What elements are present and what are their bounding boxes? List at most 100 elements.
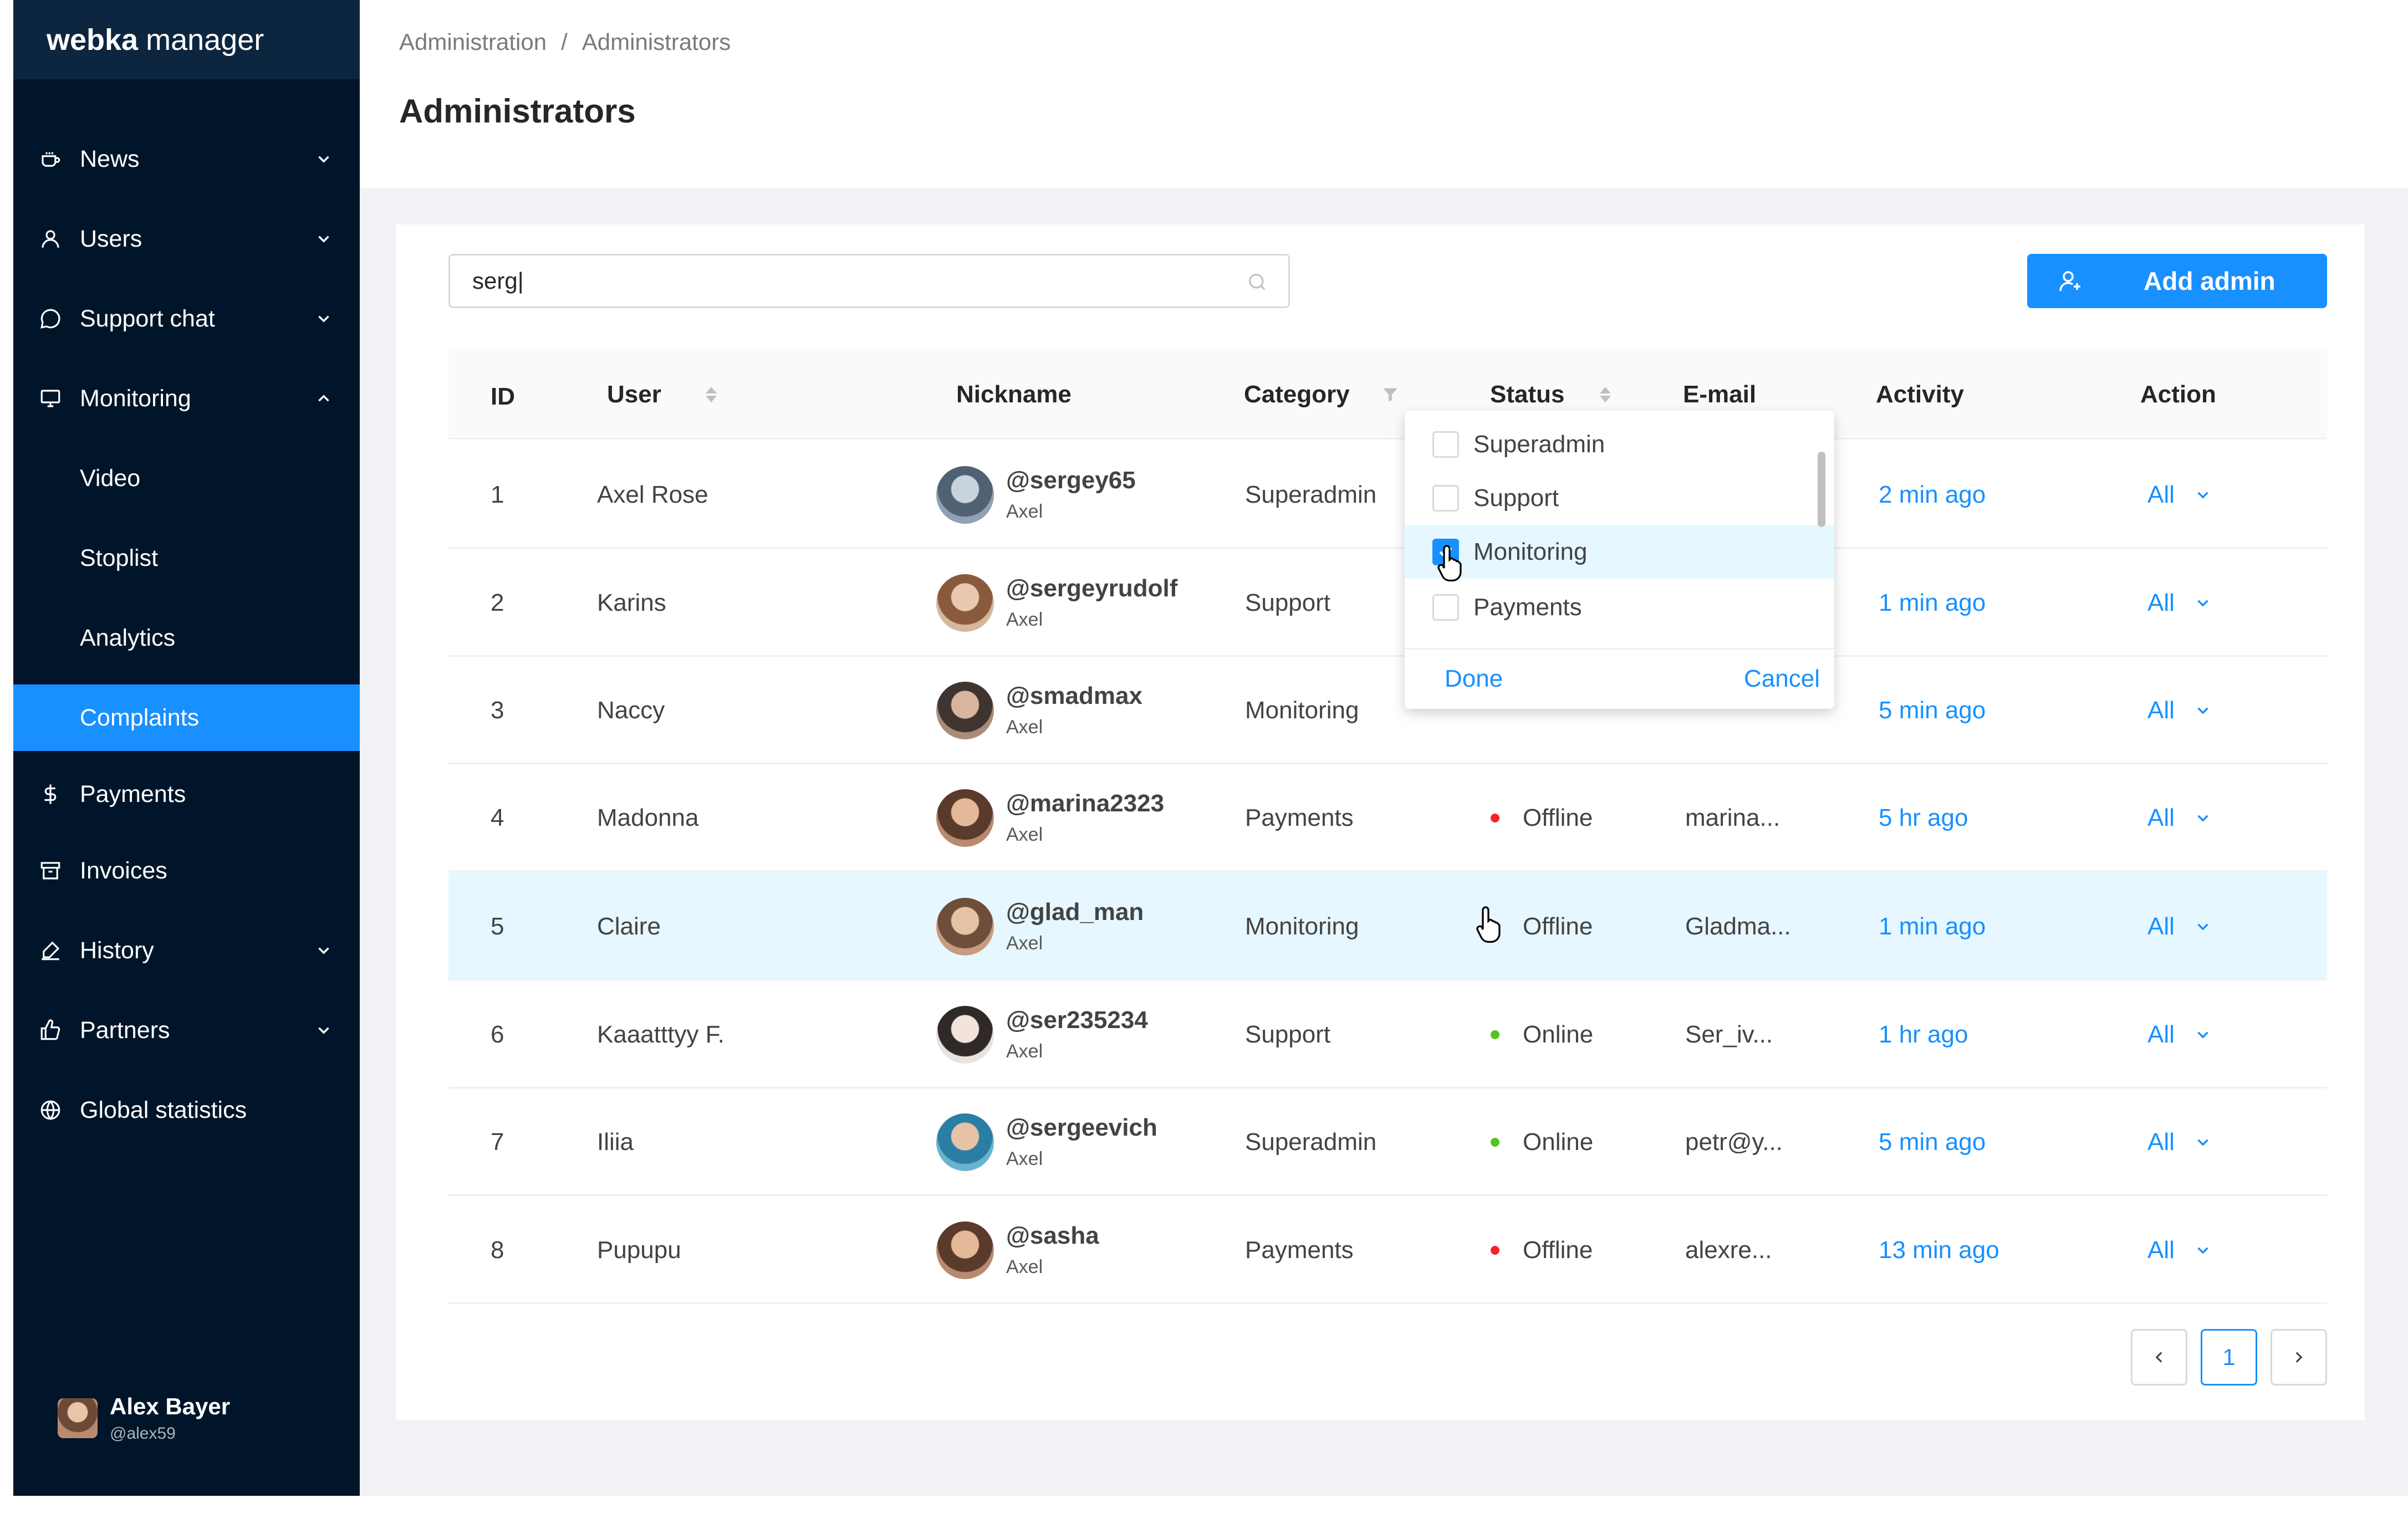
table-row[interactable]: 3 Naccy @smadmax Axel Monitoring 5 min ago All <box>448 656 2327 764</box>
sidebar-item-history[interactable]: History <box>13 911 360 990</box>
status-text: Online <box>1523 1128 1594 1156</box>
table-row[interactable]: 5 Claire @glad_man Axel Monitoring Offline Gla… <box>448 872 2327 980</box>
sidebar: webka manager News Users Support chat Mo… <box>13 0 360 1496</box>
sidebar-item-label: History <box>80 937 154 964</box>
action-dropdown[interactable]: All <box>2147 980 2212 1088</box>
filter-option-label: Support <box>1473 484 1559 512</box>
checkbox[interactable] <box>1432 431 1459 458</box>
filter-option-superadmin[interactable]: Superadmin <box>1405 417 1834 471</box>
cell-category: Payments <box>1245 804 1354 831</box>
cell-id: 1 <box>491 481 504 508</box>
filter-icon[interactable] <box>1381 385 1400 404</box>
action-dropdown[interactable]: All <box>2147 549 2212 657</box>
column-label: Activity <box>1876 380 1964 408</box>
avatar <box>936 1221 994 1279</box>
nickname-sub: Axel <box>1006 609 1043 630</box>
prev-page-button[interactable] <box>2131 1329 2187 1386</box>
sort-icon[interactable] <box>1600 386 1611 402</box>
table-row[interactable]: 1 Axel Rose @sergey65 Axel Superadmin 2 min a… <box>448 441 2327 549</box>
action-dropdown[interactable]: All <box>2147 1088 2212 1196</box>
breadcrumb: Administration / Administrators <box>399 29 731 55</box>
table-row[interactable]: 4 Madonna @marina2323 Axel Payments Offline ma… <box>448 764 2327 872</box>
cell-email: Ser_iv... <box>1685 1020 1773 1048</box>
nickname-sub: Axel <box>1006 1148 1043 1169</box>
status-text: Offline <box>1523 1236 1593 1264</box>
cell-activity[interactable]: 1 min ago <box>1879 912 1986 940</box>
cell-user: Madonna <box>597 804 699 831</box>
sidebar-item-monitoring[interactable]: Monitoring <box>13 359 360 438</box>
action-dropdown[interactable]: All <box>2147 764 2212 872</box>
cell-nickname: @sergey65 Axel <box>936 441 1136 549</box>
cell-email: alexre... <box>1685 1236 1772 1264</box>
checkbox[interactable] <box>1432 594 1459 621</box>
cell-activity[interactable]: 13 min ago <box>1879 1236 1999 1264</box>
page-number-button[interactable]: 1 <box>2201 1329 2257 1386</box>
cell-user: Kaaatttyy F. <box>597 1020 725 1048</box>
action-dropdown[interactable]: All <box>2147 1196 2212 1304</box>
chevron-up-icon <box>318 395 329 402</box>
sidebar-item-payments[interactable]: Payments <box>13 758 360 831</box>
table-row[interactable]: 7 Iliia @sergeevich Axel Superadmin Online pet… <box>448 1088 2327 1196</box>
cell-activity[interactable]: 5 min ago <box>1879 696 1986 724</box>
sidebar-item-label: Support chat <box>80 305 215 332</box>
cancel-button[interactable]: Cancel <box>1744 665 1820 692</box>
filter-option-label: Monitoring <box>1473 538 1588 565</box>
checkbox[interactable] <box>1432 484 1459 512</box>
search-input[interactable]: serg| <box>448 254 1290 308</box>
done-button[interactable]: Done <box>1445 665 1503 692</box>
inbox-icon <box>39 859 80 882</box>
cell-activity[interactable]: 5 hr ago <box>1879 804 1968 831</box>
column-user[interactable]: User <box>607 349 717 439</box>
sidebar-item-support-chat[interactable]: Support chat <box>13 279 360 359</box>
sidebar-item-stoplist[interactable]: Stoplist <box>13 518 360 598</box>
action-dropdown[interactable]: All <box>2147 656 2212 764</box>
sidebar-item-complaints[interactable]: Complaints <box>13 684 360 751</box>
breadcrumb-parent[interactable]: Administration <box>399 29 547 55</box>
sidebar-item-users[interactable]: Users <box>13 199 360 279</box>
cell-user: Iliia <box>597 1128 634 1156</box>
user-profile[interactable]: Alex Bayer @alex59 <box>58 1393 230 1443</box>
next-page-button[interactable] <box>2271 1329 2327 1386</box>
column-activity: Activity <box>1876 349 1964 439</box>
table-row[interactable]: 8 Pupupu @sasha Axel Payments Offline alexre..… <box>448 1196 2327 1304</box>
filter-option-monitoring[interactable]: Monitoring <box>1405 525 1834 579</box>
cell-user: Claire <box>597 912 661 940</box>
cell-activity[interactable]: 5 min ago <box>1879 1128 1986 1156</box>
cell-nickname: @sergeyrudolf Axel <box>936 549 1177 657</box>
app-logo[interactable]: webka manager <box>13 0 360 79</box>
dropdown-scrollbar[interactable] <box>1818 452 1825 527</box>
cell-email: Gladma... <box>1685 912 1791 940</box>
sidebar-item-global-statistics[interactable]: Global statistics <box>13 1070 360 1150</box>
dollar-icon <box>39 783 80 806</box>
sidebar-item-label: Users <box>80 225 142 252</box>
table-row[interactable]: 6 Kaaatttyy F. @ser235234 Axel Support Online… <box>448 980 2327 1088</box>
action-dropdown[interactable]: All <box>2147 441 2212 549</box>
table-row[interactable]: 2 Karins @sergeyrudolf Axel Support 1 min ago… <box>448 549 2327 657</box>
filter-option-support[interactable]: Support <box>1405 471 1834 525</box>
sidebar-item-video[interactable]: Video <box>13 438 360 518</box>
cell-activity[interactable]: 2 min ago <box>1879 481 1986 508</box>
add-admin-button[interactable]: Add admin <box>2027 254 2327 308</box>
status-text: Online <box>1523 1020 1594 1048</box>
cell-nickname: @smadmax Axel <box>936 656 1142 764</box>
chevron-down-icon <box>2197 923 2208 931</box>
sidebar-item-partners[interactable]: Partners <box>13 990 360 1070</box>
filter-option-label: Superadmin <box>1473 430 1605 458</box>
cell-activity[interactable]: 1 min ago <box>1879 589 1986 616</box>
nickname-text: @sergeyrudolf <box>1006 574 1178 602</box>
column-status[interactable]: Status <box>1490 349 1611 439</box>
column-category[interactable]: Category <box>1244 349 1400 439</box>
action-dropdown[interactable]: All <box>2147 872 2212 980</box>
sidebar-item-news[interactable]: News <box>13 119 360 199</box>
chevron-down-icon <box>2197 1031 2208 1039</box>
sidebar-item-analytics[interactable]: Analytics <box>13 598 360 678</box>
chevron-down-icon <box>2197 1247 2208 1254</box>
globe-icon <box>39 1098 80 1122</box>
avatar <box>936 1113 994 1171</box>
sidebar-item-invoices[interactable]: Invoices <box>13 831 360 911</box>
sort-icon[interactable] <box>705 386 717 402</box>
page-title: Administrators <box>399 93 636 130</box>
filter-option-payments[interactable]: Payments <box>1405 580 1834 634</box>
cell-activity[interactable]: 1 hr ago <box>1879 1020 1968 1048</box>
nickname-sub: Axel <box>1006 824 1043 845</box>
